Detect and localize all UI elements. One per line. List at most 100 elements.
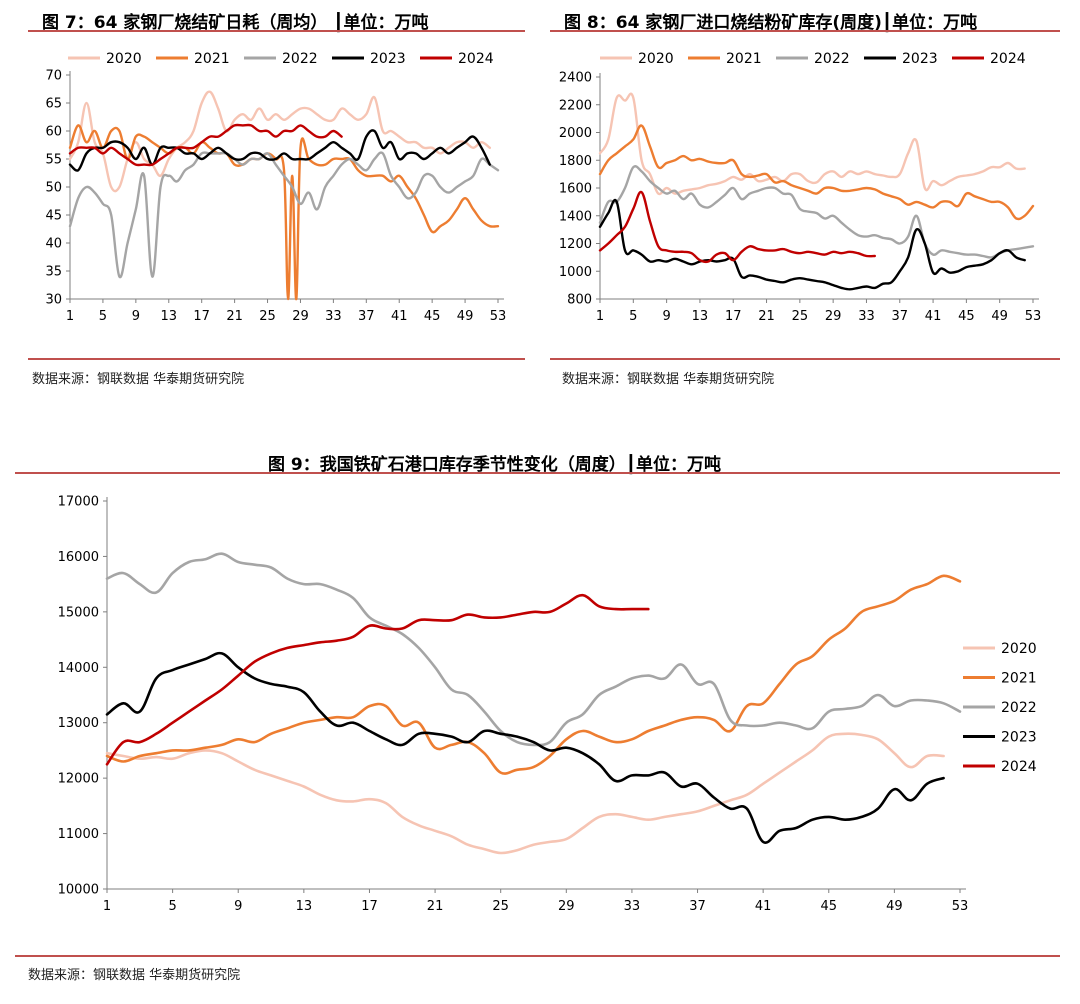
x-tick-label: 49	[886, 899, 903, 914]
figure-7-bottom-rule	[28, 358, 525, 360]
figure-8-source: 数据来源：钢联数据 华泰期货研究院	[562, 372, 775, 387]
series-line-2023	[598, 198, 1026, 291]
series-line-2021	[68, 124, 500, 301]
x-tick-label: 13	[296, 899, 313, 914]
y-tick-label: 800	[567, 293, 592, 308]
x-tick-label: 37	[358, 309, 375, 324]
x-tick-label: 17	[193, 309, 210, 324]
figure-9-chart: 10000 11000 12000 13000 14000 15000 16000 17000…	[58, 495, 1037, 915]
x-tick-label: 53	[490, 309, 507, 324]
series-line-2024	[105, 593, 650, 766]
x-tick-label: 9	[234, 899, 242, 914]
x-tick-label: 29	[825, 309, 842, 324]
y-tick-label: 2400	[559, 71, 592, 86]
figure-9-source: 数据来源：钢联数据 华泰期货研究院	[28, 968, 241, 983]
y-tick-label: 1600	[559, 182, 592, 197]
y-tick-label: 45	[45, 209, 62, 224]
y-tick-label: 40	[45, 237, 62, 252]
x-tick-label: 37	[689, 899, 706, 914]
legend-label-2022: 2022	[814, 51, 850, 67]
x-tick-label: 49	[457, 309, 474, 324]
x-tick-label: 33	[325, 309, 342, 324]
y-tick-label: 2200	[559, 98, 592, 113]
x-tick-label: 49	[991, 309, 1008, 324]
x-tick-label: 9	[132, 309, 140, 324]
legend-label-2023: 2023	[902, 51, 938, 67]
y-tick-label: 50	[45, 181, 62, 196]
x-tick-label: 33	[624, 899, 641, 914]
y-tick-label: 35	[45, 265, 62, 280]
series-line-2020	[105, 732, 945, 855]
series-line-2021	[598, 124, 1035, 221]
legend-label-2024: 2024	[458, 51, 494, 67]
y-tick-label: 14000	[58, 661, 99, 676]
series-line-2022	[598, 165, 1035, 259]
x-tick-label: 13	[692, 309, 709, 324]
legend-label-2023: 2023	[1001, 730, 1037, 746]
x-tick-label: 17	[725, 309, 742, 324]
series-line-2024	[68, 123, 343, 167]
x-tick-label: 5	[629, 309, 637, 324]
y-tick-label: 2000	[559, 126, 592, 141]
x-tick-label: 53	[1025, 309, 1042, 324]
series-line-2024	[598, 190, 876, 264]
legend-label-2024: 2024	[990, 51, 1026, 67]
y-tick-label: 60	[45, 125, 62, 140]
x-tick-label: 41	[925, 309, 942, 324]
y-tick-label: 1800	[559, 154, 592, 169]
legend-label-2020: 2020	[638, 51, 674, 67]
x-tick-label: 25	[492, 899, 509, 914]
figure-7-chart: 30 35 40 45 50 55 60 65 70 1 5 9 13 17 21 25 29 33 37 41 45 4…	[45, 51, 507, 324]
series-line-2023	[105, 651, 945, 844]
figure-9-top-rule	[15, 472, 1060, 474]
x-tick-label: 1	[103, 899, 111, 914]
y-tick-label: 1000	[559, 265, 592, 280]
series-line-2020	[598, 92, 1026, 196]
x-tick-label: 41	[391, 309, 408, 324]
figure-7-source: 数据来源：钢联数据 华泰期货研究院	[32, 372, 245, 387]
x-tick-label: 45	[424, 309, 441, 324]
series-line-2021	[105, 574, 962, 775]
y-tick-label: 10000	[58, 883, 99, 898]
x-tick-label: 45	[958, 309, 975, 324]
x-tick-label: 13	[160, 309, 177, 324]
x-tick-label: 41	[755, 899, 772, 914]
y-tick-label: 30	[45, 293, 62, 308]
x-tick-label: 17	[361, 899, 378, 914]
figure-9-bottom-rule	[15, 955, 1060, 957]
legend-label-2022: 2022	[282, 51, 318, 67]
series-line-2022	[105, 552, 962, 747]
x-tick-label: 53	[952, 899, 969, 914]
legend-label-2020: 2020	[106, 51, 142, 67]
x-tick-label: 29	[292, 309, 309, 324]
legend-label-2020: 2020	[1001, 641, 1037, 657]
x-tick-label: 1	[596, 309, 604, 324]
x-tick-label: 21	[758, 309, 775, 324]
y-tick-label: 17000	[58, 495, 99, 510]
y-tick-label: 11000	[58, 827, 99, 842]
legend-label-2021: 2021	[1001, 671, 1037, 687]
legend-label-2024: 2024	[1001, 759, 1037, 775]
series-line-2022	[68, 151, 500, 279]
x-tick-label: 21	[427, 899, 444, 914]
x-tick-label: 37	[891, 309, 908, 324]
legend-label-2021: 2021	[194, 51, 230, 67]
x-tick-label: 1	[66, 309, 74, 324]
y-tick-label: 16000	[58, 550, 99, 565]
x-tick-label: 29	[558, 899, 575, 914]
figure-7-top-rule	[28, 30, 525, 32]
y-tick-label: 1400	[559, 209, 592, 224]
figure-8-title: 图 8：64 家钢厂进口烧结粉矿库存(周度)┃单位：万吨	[564, 13, 978, 33]
figure-8-top-rule	[550, 30, 1060, 32]
x-tick-label: 9	[662, 309, 670, 324]
y-tick-label: 15000	[58, 605, 99, 620]
figure-9-title: 图 9：我国铁矿石港口库存季节性变化（周度）┃单位：万吨	[268, 455, 721, 475]
y-tick-label: 55	[45, 153, 62, 168]
x-tick-label: 25	[259, 309, 276, 324]
figure-8-bottom-rule	[550, 358, 1060, 360]
legend-label-2021: 2021	[726, 51, 762, 67]
series-line-2023	[68, 129, 491, 172]
figure-7-title: 图 7：64 家钢厂烧结矿日耗（周均） ┃单位：万吨	[42, 13, 429, 33]
x-tick-label: 25	[792, 309, 809, 324]
x-tick-label: 21	[226, 309, 243, 324]
